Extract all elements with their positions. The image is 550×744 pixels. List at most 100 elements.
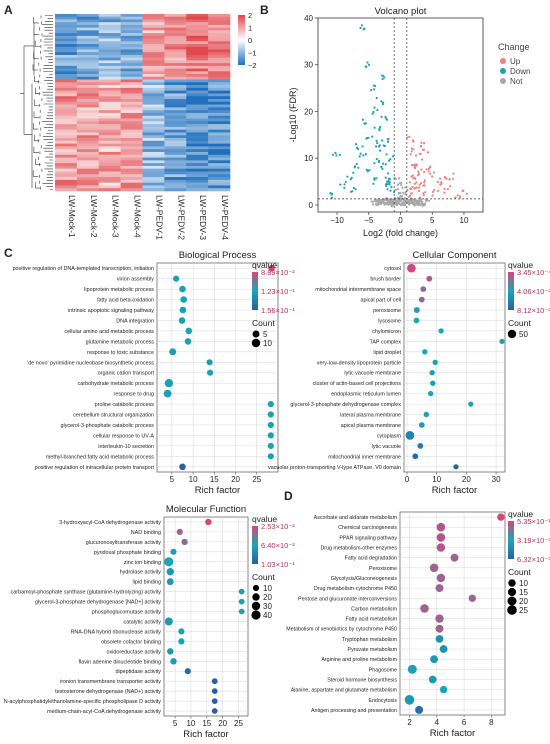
heatmap-cell [164,151,187,156]
heatmap-cell [120,71,143,75]
volcano-point-down [343,183,346,186]
dotplot-point [178,628,185,635]
dotplot-point [185,327,193,335]
dotplot-point [415,705,424,714]
volcano-point-down [391,155,395,158]
heatmap-cell [142,90,165,94]
heatmap-cell [76,140,100,144]
dotplot-category-label: Carbon metabolism [351,606,398,612]
volcano-point-down [343,186,346,189]
heatmap-cell [120,41,143,45]
volcano-point-down [376,142,379,145]
heatmap-cell [208,165,231,169]
heatmap-cell [120,27,143,31]
volcano-point-not [385,202,388,206]
heatmap-cell [142,49,165,53]
heatmap-cell [208,157,231,161]
heatmap-cell [55,168,78,172]
heatmap-cell [208,154,231,158]
dotplot-point [407,664,417,674]
heatmap-cell [142,41,165,45]
heatmap-cell [120,171,143,175]
dotplot-category-label: Steroid hormone biosynthesis [327,678,397,684]
dotplot-category-label: chylomicron [372,329,401,335]
heatmap-cell [98,135,121,139]
volcano-point-not [414,199,417,203]
heatmap-cell [55,85,78,89]
heatmap-cell [76,60,100,64]
heatmap-cell [98,57,121,61]
dotplot-category-label: lipid binding [133,580,161,586]
heatmap-cell [142,74,165,78]
heatmap-cell [164,49,187,53]
heatmap-cell [120,121,143,125]
heatmap-cell [164,104,187,108]
heatmap-cell [142,168,165,172]
volcano-point-down [392,191,396,194]
dotplot-x-axis-label: Rich factor [183,729,228,740]
dotplot-x-tick-label: 10 [186,719,195,728]
heatmap-cell [186,163,209,167]
heatmap-cell [208,38,231,42]
volcano-point-up [414,177,417,180]
heatmap-cell [55,149,78,153]
dotplot-qvalue-scale [508,272,514,310]
volcano-point-down [360,24,364,27]
heatmap-cell [142,22,165,26]
dotplot-category-label: pyridoxal phosphate binding [94,550,161,556]
heatmap-cell [208,149,231,153]
volcano-point-up [422,194,425,197]
volcano-point-down [334,151,337,154]
heatmap-cell [55,65,78,69]
volcano-point-up [428,165,431,168]
heatmap-cell [164,132,187,136]
heatmap-cell [120,54,143,58]
dotplot-point [181,538,188,546]
heatmap-cell [120,112,143,117]
volcano-point-down [378,127,381,130]
volcano-point-down [339,183,342,186]
volcano-y-axis-label: -Log10 (FDR) [288,87,298,142]
heatmap-cell [76,121,100,125]
volcano-point-down [383,144,386,148]
dotplot-point [167,648,174,655]
volcano-point-not [400,184,403,187]
heatmap-cell [55,87,78,91]
heatmap-cell [208,140,231,144]
volcano-y-tick-label: 10 [304,154,313,163]
heatmap-cell [120,14,143,18]
heatmap-cell [164,171,187,175]
dotplot-point [436,522,446,532]
heatmap-cell [76,168,100,172]
volcano-point-up [417,170,420,173]
heatmap-cell [55,93,78,97]
dotplot-x-tick-label: 25 [252,475,261,484]
dotplot-count-tick: 10 [519,579,528,588]
heatmap-cell [98,82,121,86]
volcano-point-up [412,164,416,167]
dotplot-qvalue-tick: 3.19×10⁻³ [517,536,550,545]
volcano-point-not [396,199,399,202]
dotplot-point [436,533,446,542]
dotplot-category-label: Alanine, aspartate and glutamate metabol… [291,688,398,694]
volcano-point-not [422,202,425,205]
heatmap-cell [55,118,78,122]
heatmap-cell [55,124,78,128]
dotplot-qvalue-tick: 6.32×10⁻³ [517,555,550,564]
volcano-point-not [388,202,391,205]
dotplot-category-label: Ascorbate and aldarate metabolism [314,515,398,521]
heatmap-cell [120,124,143,128]
volcano-point-up [422,184,425,187]
volcano-point-down [380,100,383,103]
dotplot-point [238,588,245,595]
heatmap-cell [55,160,78,164]
volcano-point-down [373,126,376,129]
volcano-point-up [449,185,452,188]
heatmap-cell [76,160,100,164]
volcano-point-up [420,182,423,185]
heatmap-cell [208,33,231,37]
heatmap-cell [164,14,187,18]
dotplot-point [420,286,427,292]
heatmap-cell [98,115,121,119]
heatmap-cell [76,107,100,111]
